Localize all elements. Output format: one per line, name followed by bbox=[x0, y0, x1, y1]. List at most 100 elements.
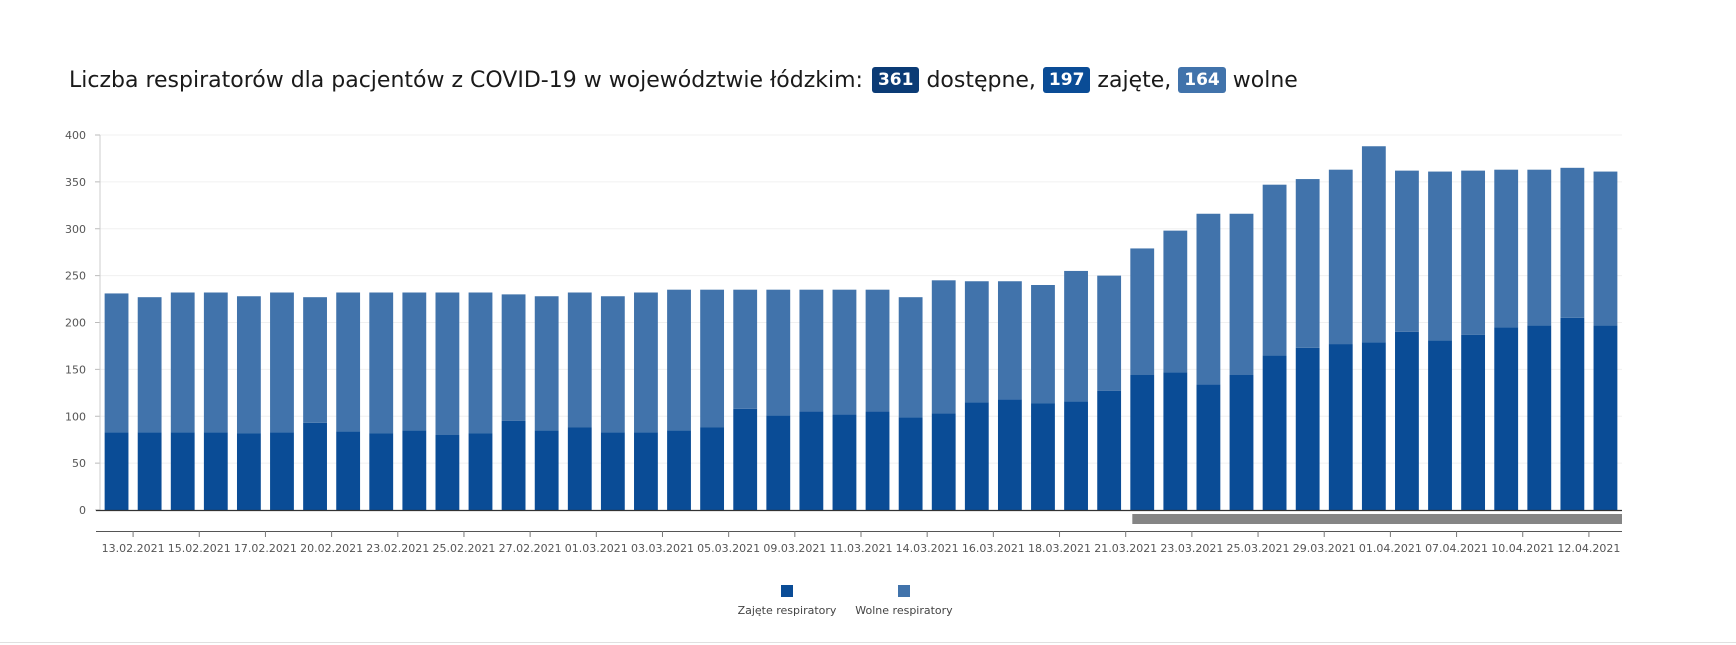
bar-free bbox=[1295, 179, 1320, 348]
x-tick-label: 05.03.2021 bbox=[697, 542, 760, 555]
bar-free bbox=[1494, 169, 1519, 328]
x-tick-label: 29.03.2021 bbox=[1293, 542, 1356, 555]
bar-free bbox=[1064, 270, 1088, 402]
bar-free bbox=[468, 292, 493, 434]
bar-free bbox=[600, 296, 625, 433]
bar-occupied bbox=[667, 430, 691, 510]
x-tick-label: 18.03.2021 bbox=[1028, 542, 1091, 555]
x-tick-label: 11.03.2021 bbox=[830, 542, 893, 555]
bar-occupied bbox=[997, 399, 1022, 510]
bar-free bbox=[1527, 169, 1552, 326]
bar-free bbox=[1560, 167, 1585, 318]
bar-free bbox=[236, 296, 261, 434]
x-tick-label: 14.03.2021 bbox=[896, 542, 959, 555]
legend-swatch bbox=[898, 585, 910, 597]
bar-occupied bbox=[369, 433, 394, 510]
bar-occupied bbox=[1428, 340, 1452, 510]
bar-free bbox=[1428, 171, 1452, 341]
bars bbox=[104, 146, 1618, 510]
bar-occupied bbox=[203, 432, 228, 510]
bar-free bbox=[832, 289, 857, 415]
bar-occupied bbox=[170, 432, 195, 510]
bar-occupied bbox=[1560, 317, 1585, 510]
bar-occupied bbox=[931, 413, 956, 510]
free-label: wolne bbox=[1232, 67, 1298, 93]
bar-free bbox=[104, 293, 129, 433]
bar-free bbox=[170, 292, 195, 433]
x-tick-label: 20.02.2021 bbox=[300, 542, 363, 555]
bar-free bbox=[534, 296, 559, 431]
y-tick-label: 350 bbox=[65, 176, 86, 189]
bar-occupied bbox=[733, 408, 758, 510]
bar-occupied bbox=[766, 415, 791, 510]
bar-occupied bbox=[236, 433, 261, 510]
legend-swatch bbox=[781, 585, 793, 597]
bar-free bbox=[1361, 146, 1386, 343]
bar-occupied bbox=[865, 411, 890, 510]
bar-free bbox=[270, 292, 294, 433]
bar-free bbox=[964, 281, 989, 403]
bar-free bbox=[137, 297, 162, 433]
bar-occupied bbox=[1064, 401, 1088, 510]
bar-occupied bbox=[137, 432, 162, 510]
bar-free bbox=[435, 292, 460, 435]
bar-occupied bbox=[1031, 403, 1055, 510]
x-tick-label: 13.02.2021 bbox=[102, 542, 165, 555]
legend-label: Wolne respiratory bbox=[855, 604, 953, 617]
bar-free bbox=[1328, 169, 1353, 345]
bar-free bbox=[203, 292, 228, 433]
x-tick-label: 23.02.2021 bbox=[366, 542, 429, 555]
bar-occupied bbox=[634, 432, 658, 510]
bar-occupied bbox=[534, 430, 559, 510]
y-axis-ticks: 0 50 100 150 200 250 300 350 400 bbox=[65, 129, 101, 517]
bar-free bbox=[1395, 170, 1419, 332]
bar-free bbox=[766, 289, 791, 416]
scrollbar-thumb[interactable] bbox=[1132, 514, 1622, 524]
bar-free bbox=[799, 289, 824, 412]
x-tick-label: 01.03.2021 bbox=[565, 542, 628, 555]
bar-free bbox=[369, 292, 394, 434]
bar-occupied bbox=[1494, 327, 1519, 510]
bar-occupied bbox=[600, 432, 625, 510]
x-tick-label: 27.02.2021 bbox=[499, 542, 562, 555]
bar-occupied bbox=[1328, 344, 1353, 510]
legend-label: Zajęte respiratory bbox=[738, 604, 837, 617]
bar-free bbox=[1163, 230, 1188, 373]
x-tick-label: 23.03.2021 bbox=[1160, 542, 1223, 555]
bar-free bbox=[997, 281, 1022, 400]
bar-occupied bbox=[104, 432, 129, 510]
y-tick-label: 150 bbox=[65, 363, 86, 376]
title-text: Liczba respiratorów dla pacjentów z COVI… bbox=[69, 67, 863, 93]
bar-occupied bbox=[1196, 384, 1221, 510]
bar-occupied bbox=[1229, 375, 1254, 510]
range-scrollbar[interactable] bbox=[1132, 514, 1622, 524]
bar-free bbox=[1196, 213, 1221, 385]
bar-free bbox=[1031, 285, 1055, 404]
chart-title: Liczba respiratorów dla pacjentów z COVI… bbox=[69, 64, 1298, 96]
y-tick-label: 200 bbox=[65, 317, 86, 330]
bar-free bbox=[700, 289, 725, 428]
bar-free bbox=[1593, 171, 1618, 326]
x-tick-label: 21.03.2021 bbox=[1094, 542, 1157, 555]
bar-free bbox=[1097, 275, 1122, 391]
x-tick-label: 25.03.2021 bbox=[1227, 542, 1290, 555]
gridlines bbox=[100, 134, 1622, 464]
occupied-label: zajęte, bbox=[1097, 67, 1172, 93]
x-tick-label: 01.04.2021 bbox=[1359, 542, 1422, 555]
bar-occupied bbox=[1163, 372, 1188, 510]
bar-occupied bbox=[303, 422, 327, 510]
bar-occupied bbox=[402, 430, 427, 510]
bar-occupied bbox=[700, 427, 725, 510]
bar-occupied bbox=[1097, 390, 1122, 510]
bar-occupied bbox=[1361, 342, 1386, 510]
x-tick-label: 09.03.2021 bbox=[763, 542, 826, 555]
bar-occupied bbox=[1295, 347, 1320, 510]
bar-occupied bbox=[1262, 355, 1287, 510]
bar-free bbox=[402, 292, 427, 431]
x-tick-label: 07.04.2021 bbox=[1425, 542, 1488, 555]
bar-occupied bbox=[1395, 331, 1419, 510]
bar-occupied bbox=[435, 435, 460, 510]
occupied-badge: 197 bbox=[1042, 67, 1091, 93]
bar-occupied bbox=[1593, 325, 1618, 510]
